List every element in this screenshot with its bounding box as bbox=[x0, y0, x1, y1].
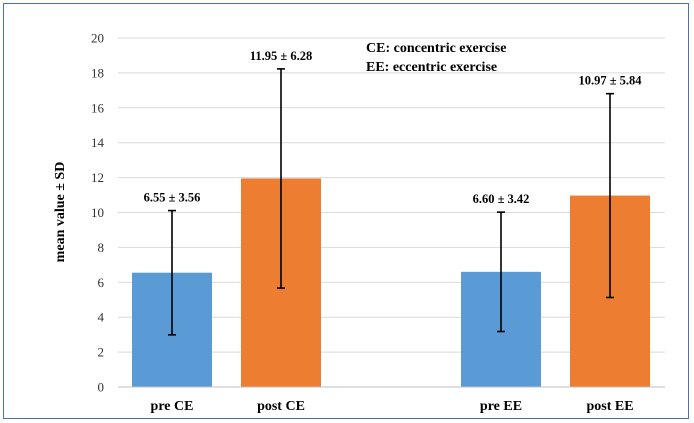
y-tick-label: 0 bbox=[98, 380, 105, 395]
data-label: 11.95 ± 6.28 bbox=[250, 49, 312, 63]
y-tick-label: 18 bbox=[91, 65, 104, 80]
data-label: 6.55 ± 3.56 bbox=[144, 191, 201, 205]
category-label: pre EE bbox=[480, 399, 522, 414]
y-tick-label: 6 bbox=[98, 275, 105, 290]
data-labels: 6.55 ± 3.56 11.95 ± 6.28 6.60 ± 3.42 10.97 … bbox=[144, 49, 643, 206]
y-tick-label: 4 bbox=[98, 310, 105, 325]
y-tick-label: 12 bbox=[91, 170, 104, 185]
data-label: 10.97 ± 5.84 bbox=[578, 74, 642, 88]
y-tick-label: 8 bbox=[98, 240, 105, 255]
y-tick-label: 2 bbox=[98, 345, 105, 360]
y-tick-label: 16 bbox=[91, 100, 105, 115]
category-label: post EE bbox=[586, 399, 633, 414]
category-label: post CE bbox=[257, 399, 305, 414]
y-tick-label: 20 bbox=[91, 31, 104, 46]
annotation-ee: EE: eccentric exercise bbox=[366, 60, 497, 75]
category-labels: pre CE post CE pre EE post EE bbox=[151, 399, 634, 414]
annotation-ce: CE: concentric exercise bbox=[366, 41, 506, 56]
data-label: 6.60 ± 3.42 bbox=[473, 192, 530, 206]
y-tick-label: 10 bbox=[91, 205, 104, 220]
y-axis-ticks: 0 2 4 6 8 10 12 14 16 18 20 bbox=[91, 31, 105, 395]
category-label: pre CE bbox=[151, 399, 194, 414]
y-tick-label: 14 bbox=[91, 135, 105, 150]
error-bars bbox=[168, 68, 614, 336]
y-axis-label: mean value ± SD bbox=[53, 162, 68, 263]
